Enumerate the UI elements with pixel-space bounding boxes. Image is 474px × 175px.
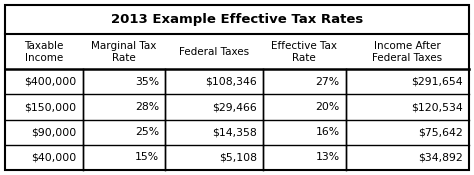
- Text: 15%: 15%: [135, 152, 159, 162]
- Text: 16%: 16%: [315, 127, 339, 137]
- Text: $14,358: $14,358: [212, 127, 257, 137]
- Text: Taxable
Income: Taxable Income: [24, 41, 64, 62]
- Text: $291,654: $291,654: [411, 77, 463, 87]
- Text: 35%: 35%: [135, 77, 159, 87]
- Text: $150,000: $150,000: [25, 102, 77, 112]
- Text: $75,642: $75,642: [419, 127, 463, 137]
- Text: Marginal Tax
Rate: Marginal Tax Rate: [91, 41, 157, 62]
- Text: $90,000: $90,000: [31, 127, 77, 137]
- Text: $29,466: $29,466: [212, 102, 257, 112]
- Text: 27%: 27%: [315, 77, 339, 87]
- Text: Income After
Federal Taxes: Income After Federal Taxes: [373, 41, 443, 62]
- Text: $5,108: $5,108: [219, 152, 257, 162]
- Text: $40,000: $40,000: [31, 152, 77, 162]
- Text: 20%: 20%: [315, 102, 339, 112]
- Text: 2013 Example Effective Tax Rates: 2013 Example Effective Tax Rates: [111, 13, 363, 26]
- Text: $400,000: $400,000: [24, 77, 77, 87]
- Text: 25%: 25%: [135, 127, 159, 137]
- Text: $34,892: $34,892: [419, 152, 463, 162]
- Text: 28%: 28%: [135, 102, 159, 112]
- Text: Effective Tax
Rate: Effective Tax Rate: [271, 41, 337, 62]
- Text: $120,534: $120,534: [411, 102, 463, 112]
- Text: $108,346: $108,346: [205, 77, 257, 87]
- Text: Federal Taxes: Federal Taxes: [179, 47, 249, 57]
- Text: 13%: 13%: [315, 152, 339, 162]
